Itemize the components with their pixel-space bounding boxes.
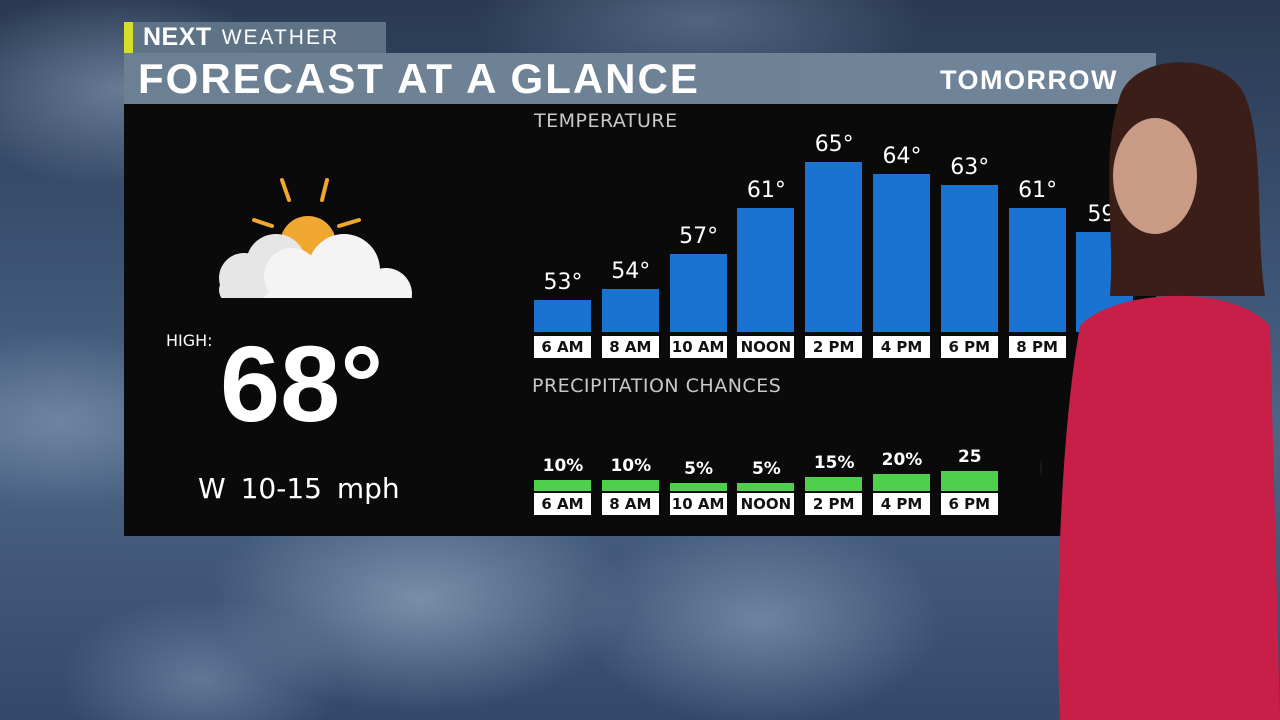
precip-bar	[737, 483, 795, 491]
precip-bar	[940, 471, 998, 491]
temp-bar	[737, 208, 795, 332]
temp-value-label: 54°	[611, 258, 651, 284]
wind-direction: W	[198, 472, 226, 505]
precip-value-label: 10%	[542, 456, 584, 476]
temp-hour-label: 8 PM	[1008, 336, 1066, 358]
title-bar: FORECAST AT A GLANCE TOMORROW	[124, 53, 1156, 104]
precip-value-label: 10%	[610, 456, 652, 476]
temp-value-label: 61°	[1018, 178, 1058, 203]
temp-hour-label: 2 PM	[805, 336, 863, 358]
temp-value-label: 64°	[882, 143, 922, 169]
temp-value-label: 61°	[746, 178, 786, 203]
temp-bar	[940, 185, 998, 332]
temp-bar	[805, 162, 863, 332]
temp-value-label: 65°	[814, 132, 854, 157]
temp-hour-label: 4 PM	[873, 336, 930, 358]
precip-bar	[669, 483, 727, 491]
day-label: TOMORROW	[940, 65, 1118, 95]
precip-hour-label: NOON	[737, 493, 795, 515]
precip-hour-label: 4 PM	[873, 493, 930, 515]
partly-sunny-icon	[219, 178, 412, 298]
temp-value-label: 63°	[950, 155, 990, 180]
brand-logo: NEXT WEATHER	[124, 22, 386, 53]
temp-hour-label: NOON	[737, 336, 795, 358]
precip-hour-label: 6 PM	[940, 493, 998, 515]
temperature-chart-title: TEMPERATURE	[534, 110, 678, 132]
wind-readout: W 10-15 mph	[198, 472, 400, 505]
precip-hour-label: 10 AM	[669, 493, 727, 515]
temp-bar	[601, 288, 659, 332]
temp-value-label: 53°	[543, 270, 583, 295]
precip-hour-label: 6 AM	[534, 493, 591, 515]
temp-bar	[1008, 208, 1066, 332]
forecast-panel: HIGH: 68° W 10-15 mph TEMPERATURE 53° 6 A…	[124, 104, 1156, 536]
temp-hour-label: 6 PM	[940, 336, 998, 358]
precip-value-label: 15%	[813, 453, 855, 473]
precip-bar	[873, 474, 930, 491]
precip-bar	[534, 480, 591, 491]
precip-value-label: 25	[957, 447, 982, 467]
high-label: HIGH:	[166, 331, 213, 350]
temp-hour-label: 10 AM	[669, 336, 727, 358]
precip-chart-title: PRECIPITATION CHANCES	[532, 375, 782, 397]
precip-bar	[805, 477, 863, 491]
temp-bar	[873, 173, 930, 332]
precip-value-label: 20%	[881, 450, 923, 470]
precip-hour-label: 2 PM	[805, 493, 863, 515]
precip-bar	[601, 480, 659, 491]
page-title: FORECAST AT A GLANCE	[138, 55, 700, 102]
brand-accent-bar	[124, 22, 133, 53]
brand-product-text: WEATHER	[221, 25, 340, 49]
presenter-figure	[1040, 62, 1280, 720]
brand-logo-text: NEXT	[143, 23, 212, 51]
precip-value-label: 5%	[751, 459, 781, 479]
temp-value-label: 57°	[679, 224, 719, 249]
temp-hour-label: 6 AM	[534, 336, 591, 358]
wind-speed: 10-15 mph	[240, 472, 400, 505]
high-temperature: 68°	[220, 323, 384, 444]
precip-value-label: 5%	[684, 459, 714, 479]
temp-hour-label: 8 AM	[601, 336, 659, 358]
precip-hour-label: 8 AM	[601, 493, 659, 515]
temp-bar	[534, 300, 591, 332]
temp-bar	[669, 254, 727, 332]
